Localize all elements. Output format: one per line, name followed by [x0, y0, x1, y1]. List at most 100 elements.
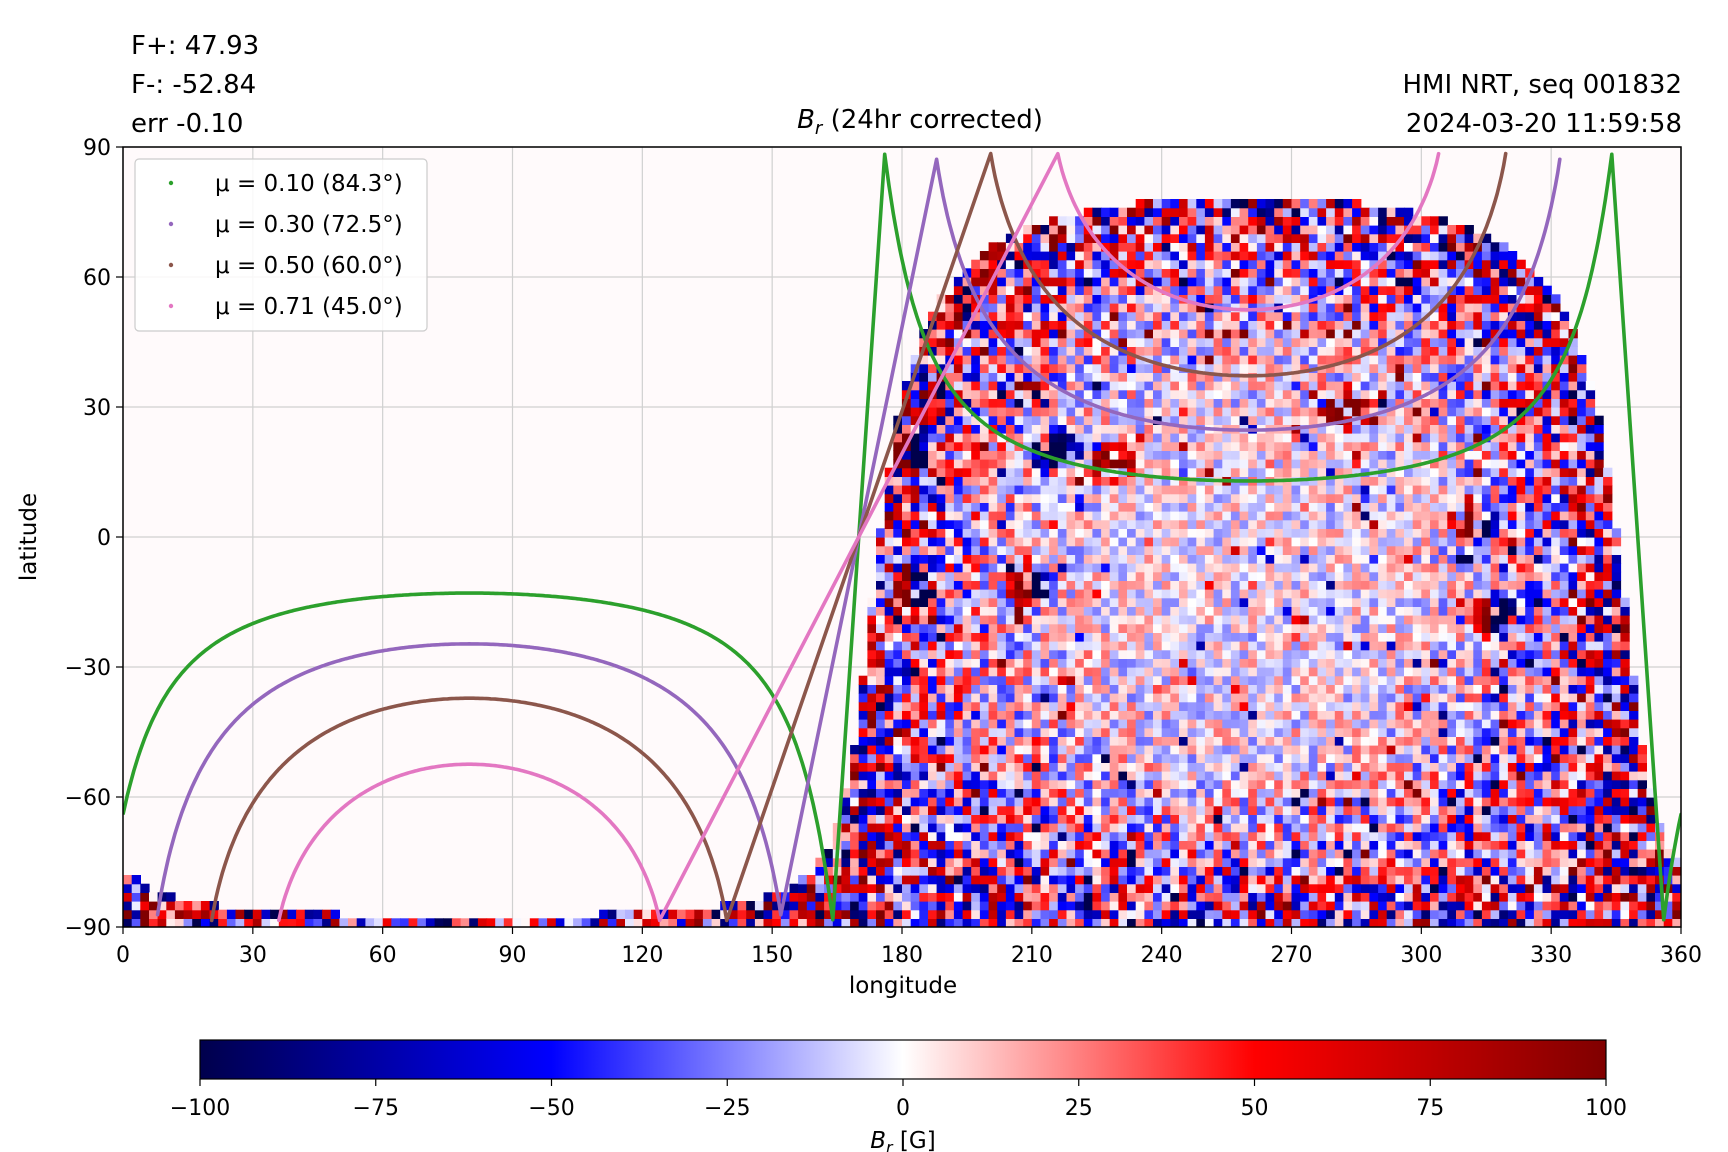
map-pixel [1343, 805, 1353, 815]
map-pixel [1308, 606, 1319, 616]
map-pixel [1005, 571, 1016, 581]
map-pixel [1075, 823, 1085, 833]
map-pixel [123, 875, 133, 885]
map-pixel [1014, 736, 1024, 746]
map-pixel [962, 519, 972, 529]
map-pixel [1274, 736, 1284, 746]
map-pixel [1014, 545, 1024, 555]
map-pixel [936, 918, 946, 927]
map-pixel [1256, 225, 1267, 235]
map-pixel [876, 597, 886, 607]
map-pixel [1135, 381, 1145, 391]
map-pixel [1196, 346, 1206, 356]
map-pixel [1014, 329, 1024, 339]
map-pixel [1014, 259, 1024, 269]
map-pixel [1023, 545, 1033, 555]
map-pixel [1075, 285, 1085, 295]
map-pixel [1256, 320, 1267, 330]
map-pixel [1109, 207, 1119, 217]
map-pixel [1352, 736, 1362, 746]
map-pixel [1300, 779, 1310, 789]
map-pixel [1049, 805, 1059, 815]
map-pixel [1187, 589, 1197, 599]
map-pixel [919, 632, 929, 642]
map-pixel [1256, 589, 1267, 599]
map-pixel [1300, 909, 1310, 919]
map-pixel [1248, 909, 1258, 919]
map-pixel [1127, 259, 1137, 269]
map-pixel [1014, 701, 1024, 711]
map-pixel [953, 441, 964, 451]
map-pixel [1109, 493, 1119, 503]
map-pixel [1360, 415, 1370, 425]
map-pixel [1352, 823, 1362, 833]
map-pixel [1187, 242, 1197, 252]
map-pixel [928, 511, 938, 521]
map-pixel [1360, 814, 1370, 824]
map-pixel [936, 606, 946, 616]
map-pixel [1083, 727, 1094, 737]
map-pixel [884, 589, 894, 599]
map-pixel [1213, 537, 1223, 547]
map-pixel [1101, 415, 1111, 425]
map-pixel [1101, 623, 1111, 633]
map-pixel [1291, 207, 1301, 217]
map-pixel [876, 563, 886, 573]
map-pixel [1274, 459, 1284, 469]
map-pixel [893, 901, 903, 911]
map-pixel [1153, 814, 1163, 824]
map-pixel [884, 797, 894, 807]
map-pixel [235, 918, 245, 927]
map-pixel [979, 259, 990, 269]
map-pixel [1369, 519, 1379, 529]
map-pixel [1118, 294, 1128, 304]
map-pixel [902, 788, 912, 798]
map-pixel [910, 892, 920, 902]
map-pixel [1204, 285, 1215, 295]
map-pixel [1057, 797, 1068, 807]
map-pixel [815, 875, 825, 885]
map-pixel [1222, 883, 1232, 893]
map-pixel [1196, 909, 1206, 919]
map-pixel [1274, 710, 1284, 720]
map-pixel [953, 528, 964, 538]
map-pixel [1204, 736, 1215, 746]
map-pixel [1213, 545, 1223, 555]
map-pixel [1326, 745, 1336, 755]
map-pixel [1317, 424, 1327, 434]
map-pixel [1300, 597, 1310, 607]
map-pixel [166, 909, 176, 919]
map-pixel [1118, 537, 1128, 547]
map-pixel [1005, 745, 1016, 755]
map-pixel [979, 589, 990, 599]
map-pixel [953, 615, 964, 625]
map-pixel [902, 667, 912, 677]
map-pixel [1326, 242, 1336, 252]
map-pixel [1005, 875, 1016, 885]
map-pixel [971, 502, 981, 512]
map-pixel [1265, 649, 1275, 659]
map-pixel [867, 658, 877, 668]
map-pixel [1308, 649, 1319, 659]
map-pixel [1352, 511, 1362, 521]
map-pixel [1239, 918, 1249, 927]
map-pixel [1023, 797, 1033, 807]
map-pixel [876, 641, 886, 651]
map-pixel [1308, 918, 1319, 927]
map-pixel [1109, 450, 1119, 460]
map-pixel [1075, 381, 1085, 391]
map-pixel [1378, 658, 1388, 668]
map-pixel [953, 623, 964, 633]
map-pixel [832, 883, 843, 893]
map-pixel [1153, 537, 1163, 547]
map-pixel [971, 849, 981, 859]
map-pixel [1308, 875, 1319, 885]
map-pixel [1144, 363, 1154, 373]
map-pixel [1222, 719, 1232, 729]
map-pixel [1161, 329, 1171, 339]
map-pixel [1075, 875, 1085, 885]
map-pixel [1031, 537, 1042, 547]
map-pixel [1291, 641, 1301, 651]
map-pixel [1057, 563, 1068, 573]
map-pixel [1031, 424, 1042, 434]
